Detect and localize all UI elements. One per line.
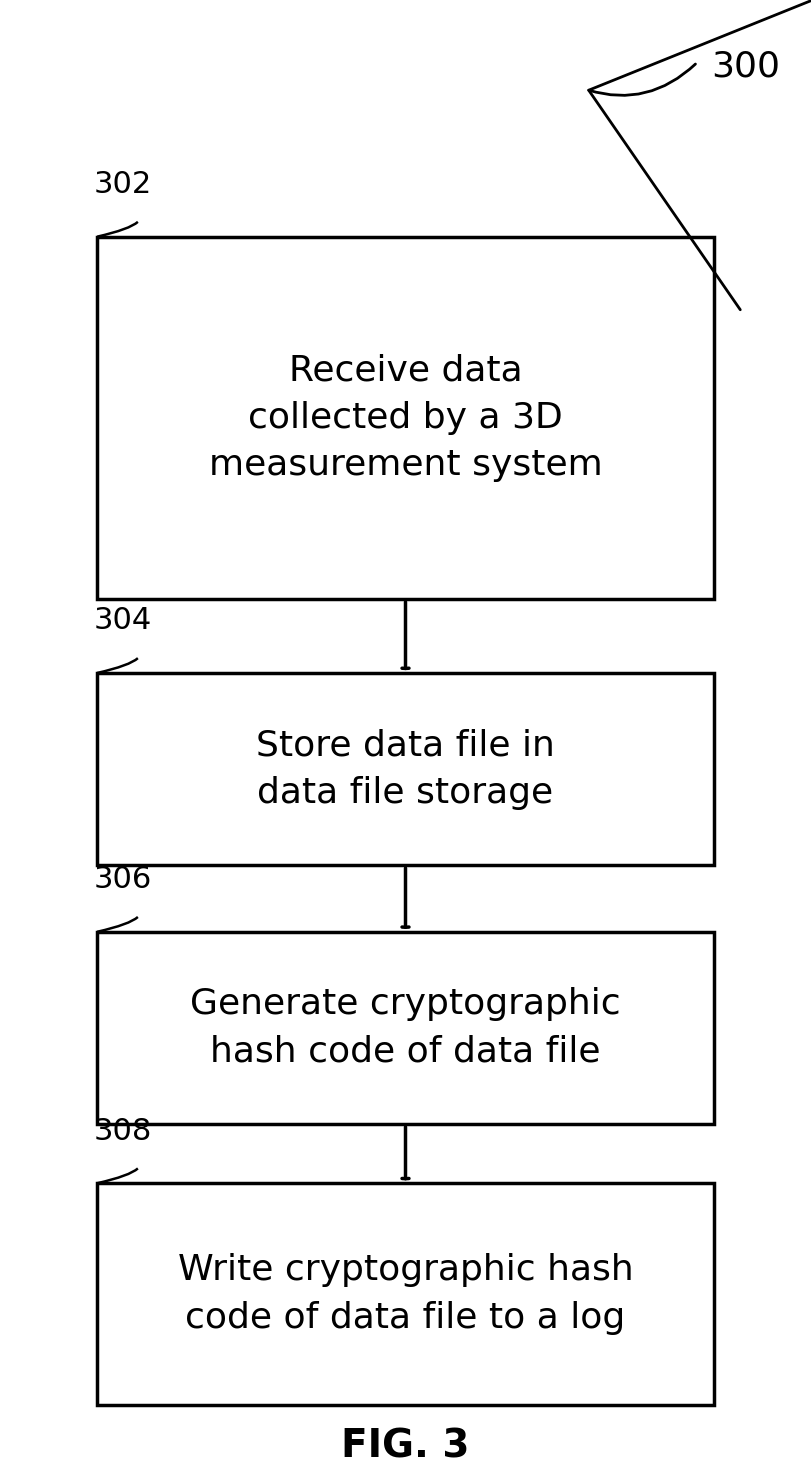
FancyBboxPatch shape [97,932,714,1124]
Text: FIG. 3: FIG. 3 [341,1427,470,1466]
FancyArrowPatch shape [589,0,811,309]
Text: 304: 304 [93,606,152,636]
Text: Write cryptographic hash
code of data file to a log: Write cryptographic hash code of data fi… [178,1253,633,1336]
FancyBboxPatch shape [97,237,714,599]
Text: Store data file in
data file storage: Store data file in data file storage [256,728,555,810]
Text: 302: 302 [93,170,152,200]
Text: Receive data
collected by a 3D
measurement system: Receive data collected by a 3D measureme… [208,353,603,482]
Text: 306: 306 [93,865,152,895]
FancyBboxPatch shape [97,1183,714,1405]
FancyBboxPatch shape [97,673,714,865]
Text: 308: 308 [93,1117,152,1146]
Text: Generate cryptographic
hash code of data file: Generate cryptographic hash code of data… [191,986,620,1069]
Text: 300: 300 [711,50,781,83]
